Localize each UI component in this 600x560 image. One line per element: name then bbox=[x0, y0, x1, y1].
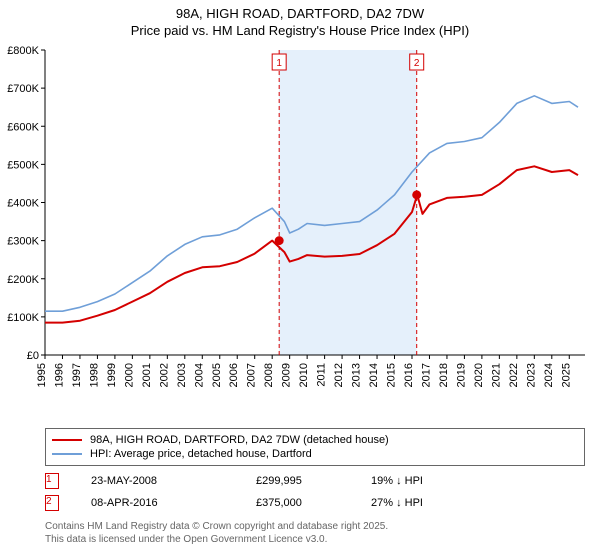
legend-row: 98A, HIGH ROAD, DARTFORD, DA2 7DW (detac… bbox=[52, 433, 578, 447]
sales-table: 1 23-MAY-2008£299,99519% ↓ HPI 2 08-APR-201… bbox=[45, 470, 471, 514]
legend-swatch bbox=[52, 439, 82, 441]
legend-row: HPI: Average price, detached house, Dart… bbox=[52, 447, 578, 461]
legend-label: HPI: Average price, detached house, Dart… bbox=[90, 448, 312, 460]
svg-text:2024: 2024 bbox=[543, 363, 555, 387]
svg-text:£200K: £200K bbox=[7, 274, 39, 286]
title-line2: Price paid vs. HM Land Registry's House … bbox=[131, 23, 469, 38]
legend: 98A, HIGH ROAD, DARTFORD, DA2 7DW (detac… bbox=[45, 428, 585, 466]
svg-text:2006: 2006 bbox=[228, 363, 240, 387]
sale-date: 08-APR-2016 bbox=[91, 497, 256, 509]
svg-text:2012: 2012 bbox=[333, 363, 345, 387]
svg-text:2022: 2022 bbox=[508, 363, 520, 387]
credits-line2: This data is licensed under the Open Gov… bbox=[45, 534, 327, 545]
sale-price: £299,995 bbox=[256, 475, 371, 487]
svg-text:2008: 2008 bbox=[263, 363, 275, 387]
svg-text:2: 2 bbox=[414, 58, 420, 69]
svg-text:1: 1 bbox=[276, 58, 282, 69]
svg-text:£700K: £700K bbox=[7, 83, 39, 95]
sale-date: 23-MAY-2008 bbox=[91, 475, 256, 487]
svg-text:1998: 1998 bbox=[88, 363, 100, 387]
sale-price: £375,000 bbox=[256, 497, 371, 509]
chart-container: 98A, HIGH ROAD, DARTFORD, DA2 7DW Price … bbox=[0, 0, 600, 560]
svg-text:2019: 2019 bbox=[455, 363, 467, 387]
credits-line1: Contains HM Land Registry data © Crown c… bbox=[45, 521, 388, 532]
chart-title: 98A, HIGH ROAD, DARTFORD, DA2 7DW Price … bbox=[0, 0, 600, 40]
svg-text:£300K: £300K bbox=[7, 236, 39, 248]
svg-text:2003: 2003 bbox=[176, 363, 188, 387]
svg-text:2025: 2025 bbox=[560, 363, 572, 387]
svg-text:2016: 2016 bbox=[403, 363, 415, 387]
sale-hpi: 27% ↓ HPI bbox=[371, 497, 471, 509]
svg-text:2007: 2007 bbox=[246, 363, 258, 387]
svg-text:2014: 2014 bbox=[368, 363, 380, 387]
svg-text:1996: 1996 bbox=[53, 363, 65, 387]
svg-text:2011: 2011 bbox=[316, 363, 328, 387]
svg-text:1997: 1997 bbox=[71, 363, 83, 387]
sale-hpi: 19% ↓ HPI bbox=[371, 475, 471, 487]
credits: Contains HM Land Registry data © Crown c… bbox=[45, 520, 388, 546]
svg-text:2023: 2023 bbox=[525, 363, 537, 387]
svg-text:2017: 2017 bbox=[420, 363, 432, 387]
svg-text:2021: 2021 bbox=[490, 363, 502, 387]
svg-text:1999: 1999 bbox=[106, 363, 118, 387]
chart-plot: £0£100K£200K£300K£400K£500K£600K£700K£80… bbox=[45, 50, 585, 385]
svg-text:2002: 2002 bbox=[158, 363, 170, 387]
svg-text:2010: 2010 bbox=[298, 363, 310, 387]
title-line1: 98A, HIGH ROAD, DARTFORD, DA2 7DW bbox=[176, 6, 424, 21]
svg-text:£400K: £400K bbox=[7, 198, 39, 210]
svg-text:2013: 2013 bbox=[351, 363, 363, 387]
legend-label: 98A, HIGH ROAD, DARTFORD, DA2 7DW (detac… bbox=[90, 434, 389, 446]
svg-text:2004: 2004 bbox=[193, 363, 205, 387]
svg-text:2000: 2000 bbox=[123, 363, 135, 387]
svg-text:2015: 2015 bbox=[386, 363, 398, 387]
svg-text:2020: 2020 bbox=[473, 363, 485, 387]
sale-row: 1 23-MAY-2008£299,99519% ↓ HPI bbox=[45, 470, 471, 492]
svg-text:2005: 2005 bbox=[211, 363, 223, 387]
sale-row: 2 08-APR-2016£375,00027% ↓ HPI bbox=[45, 492, 471, 514]
legend-swatch bbox=[52, 453, 82, 455]
sale-badge: 2 bbox=[45, 495, 59, 511]
svg-text:£600K: £600K bbox=[7, 121, 39, 133]
sale-badge: 1 bbox=[45, 473, 59, 489]
svg-text:1995: 1995 bbox=[36, 363, 48, 387]
svg-text:£100K: £100K bbox=[7, 312, 39, 324]
svg-text:£500K: £500K bbox=[7, 159, 39, 171]
svg-text:£0: £0 bbox=[27, 350, 39, 362]
svg-text:2009: 2009 bbox=[281, 363, 293, 387]
svg-text:£800K: £800K bbox=[7, 45, 39, 57]
svg-text:2018: 2018 bbox=[438, 363, 450, 387]
svg-text:2001: 2001 bbox=[141, 363, 153, 387]
